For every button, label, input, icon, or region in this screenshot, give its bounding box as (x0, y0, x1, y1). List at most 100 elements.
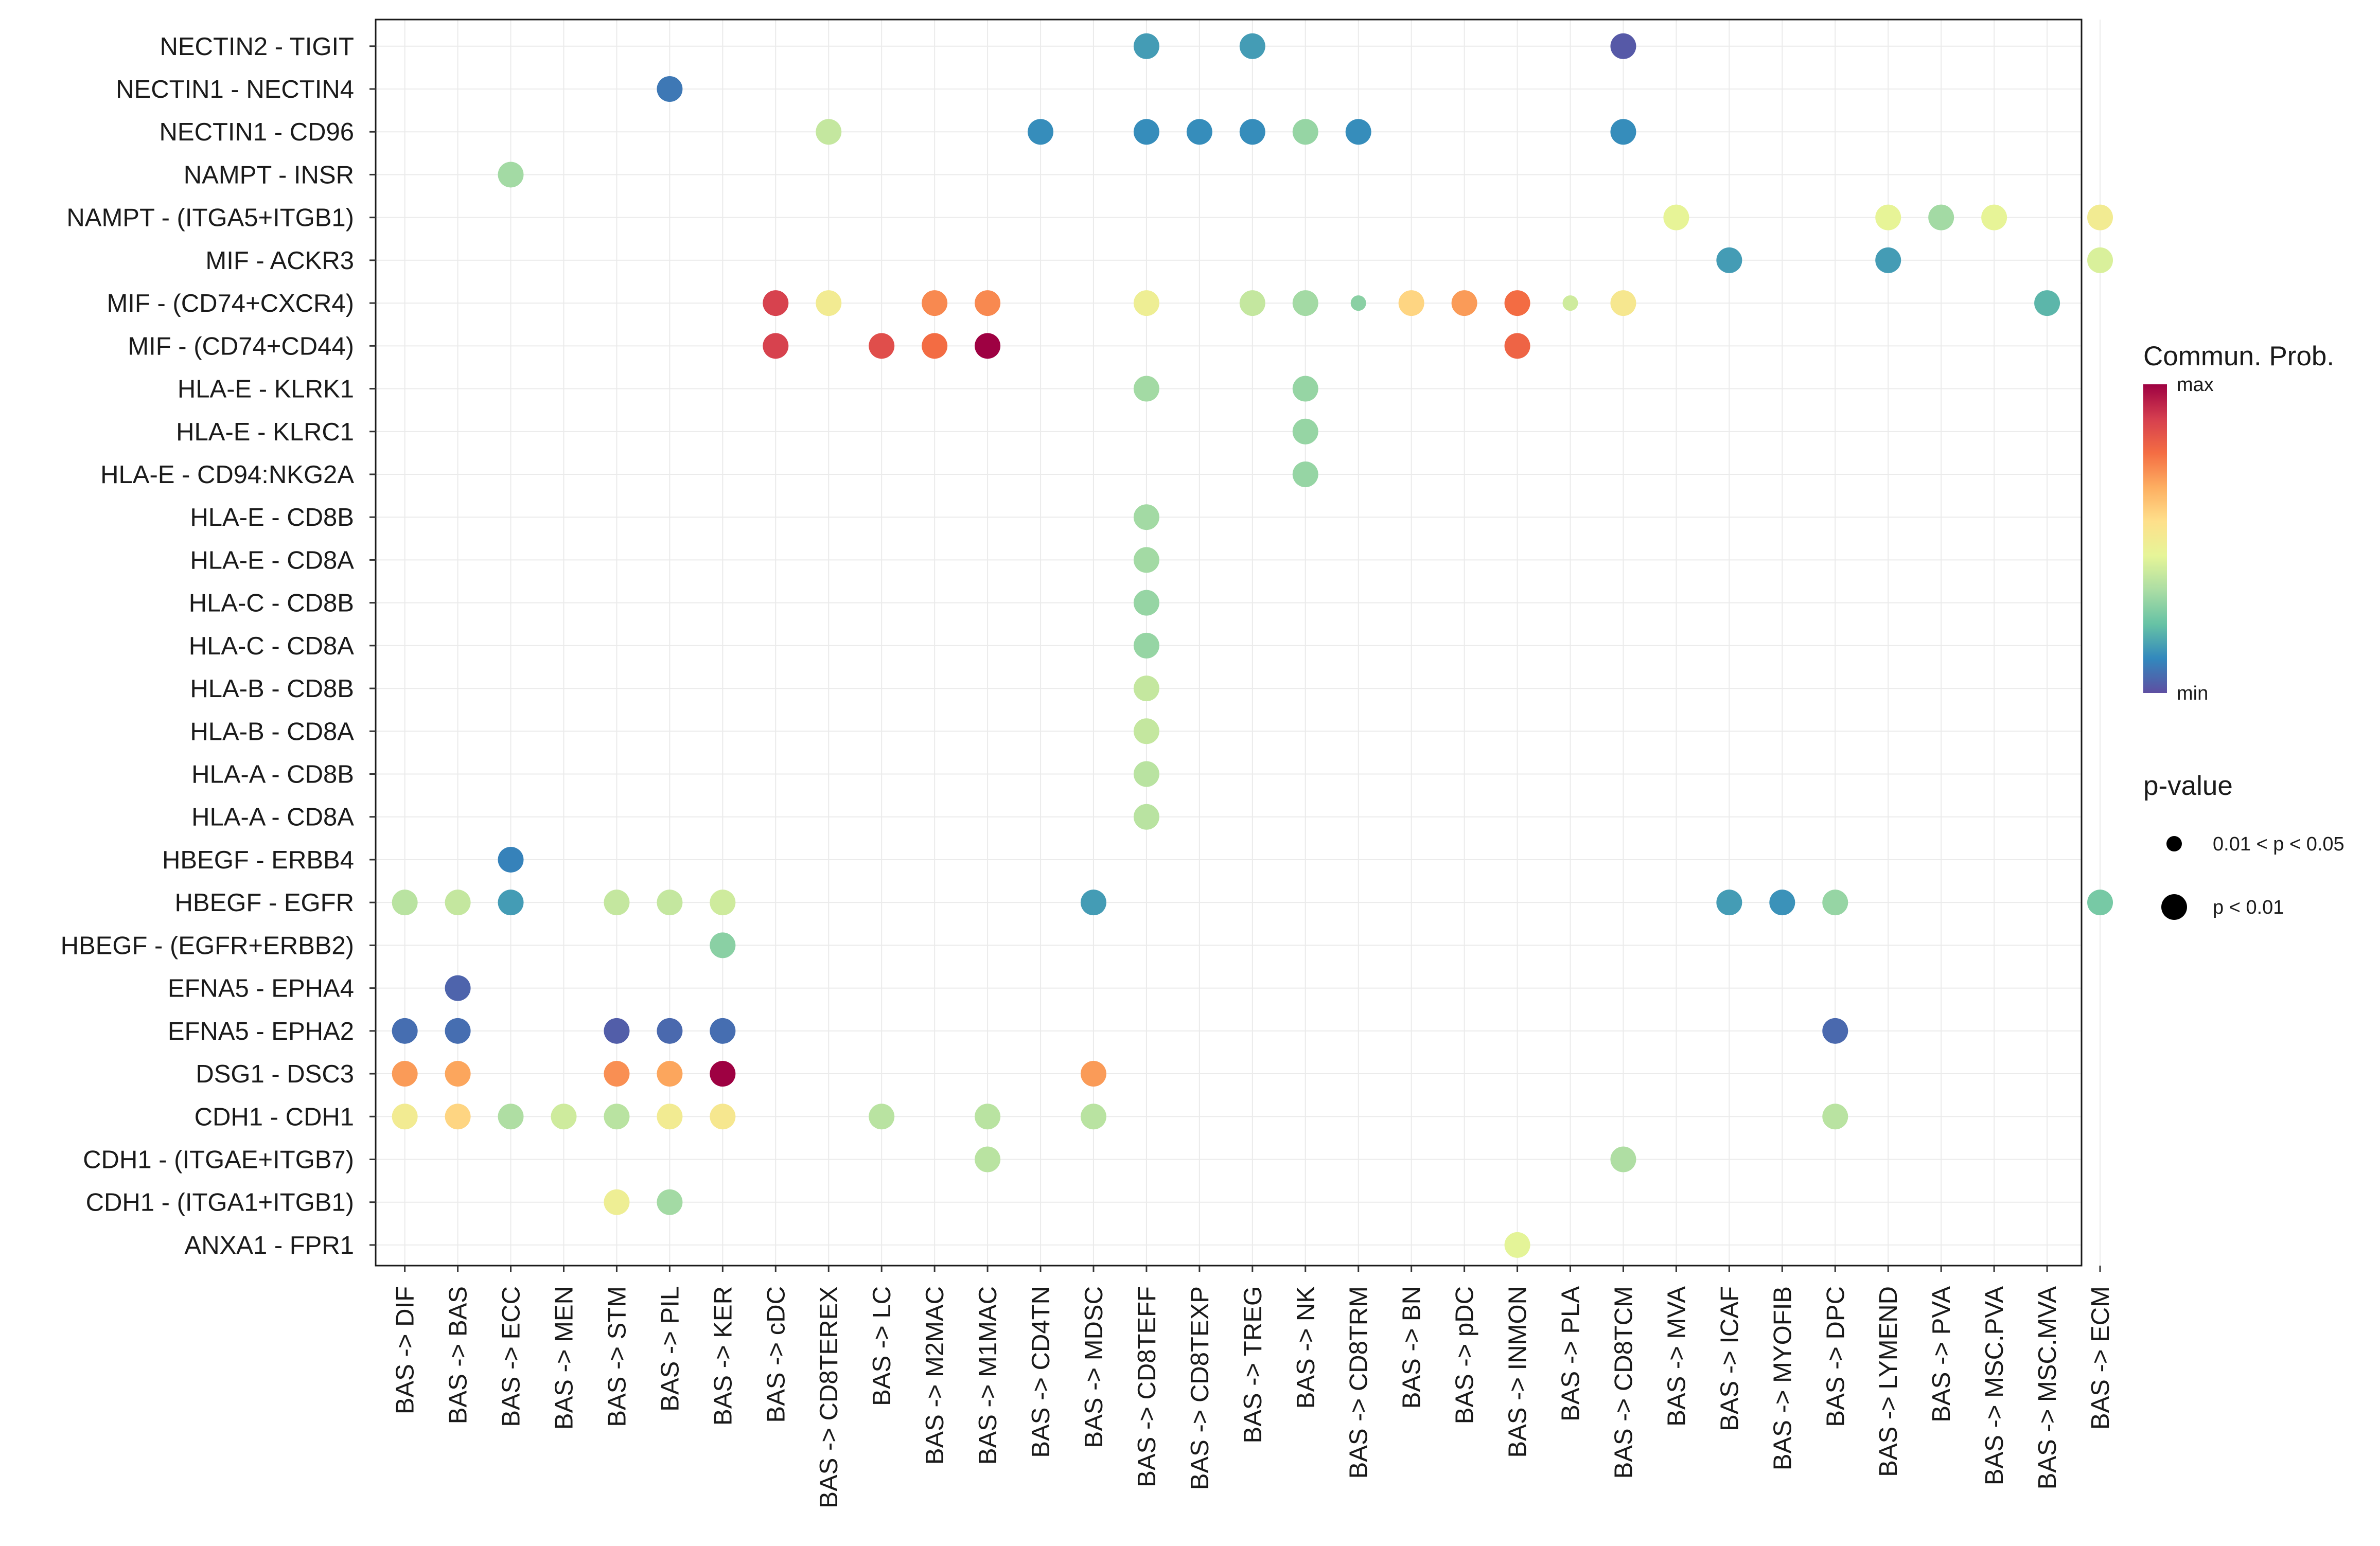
size-legend-small-dot (2166, 836, 2182, 851)
x-tick-label: BAS -> LYMEND (1875, 1286, 1902, 1477)
data-point (604, 890, 630, 916)
data-point (922, 333, 948, 359)
y-tick-label: HLA-E - KLRK1 (178, 376, 354, 403)
y-tick-label: DSG1 - DSC3 (196, 1060, 354, 1088)
data-point (1133, 547, 1159, 573)
data-point (657, 1189, 683, 1215)
x-tick-label: BAS -> LC (868, 1286, 896, 1406)
data-point (1133, 376, 1159, 402)
y-tick-label: HBEGF - EGFR (175, 889, 354, 917)
data-point (2034, 290, 2060, 316)
y-tick-label: HLA-E - CD94:NKG2A (100, 461, 354, 489)
data-point (975, 1146, 1001, 1172)
data-point (392, 1061, 418, 1087)
x-tick-label: BAS -> DPC (1822, 1286, 1849, 1427)
data-point (604, 1189, 630, 1215)
data-point (975, 333, 1001, 359)
data-point (1504, 1232, 1530, 1258)
data-point (816, 119, 842, 145)
x-tick-label: BAS -> ICAF (1716, 1286, 1743, 1431)
y-tick-label: HLA-A - CD8B (191, 761, 354, 789)
data-point (710, 890, 736, 916)
y-tick-label: HBEGF - ERBB4 (162, 846, 354, 874)
y-tick-label: HLA-A - CD8A (191, 804, 354, 831)
data-point (1981, 204, 2007, 230)
data-point (604, 1061, 630, 1087)
data-point (1133, 718, 1159, 744)
data-point (1875, 247, 1901, 273)
color-legend-bar (2143, 384, 2167, 693)
data-point (1822, 1104, 1848, 1130)
data-point (657, 76, 683, 102)
y-tick-label: HLA-E - CD8A (190, 546, 354, 574)
data-point (710, 1018, 736, 1044)
data-point (1133, 761, 1159, 787)
data-point (1504, 333, 1530, 359)
x-tick-label: BAS -> ECC (498, 1286, 525, 1427)
data-point (816, 290, 842, 316)
x-tick-label: BAS -> CD8TCM (1610, 1286, 1637, 1479)
y-tick-label: EFNA5 - EPHA4 (168, 975, 354, 1003)
data-point (763, 290, 789, 316)
data-point (445, 1018, 471, 1044)
data-point (1028, 119, 1054, 145)
size-legend-small-label: 0.01 < p < 0.05 (2213, 833, 2344, 855)
data-point (657, 1061, 683, 1087)
data-point (1239, 119, 1265, 145)
y-tick-label: HLA-E - CD8B (190, 504, 354, 531)
y-tick-label: HBEGF - (EGFR+ERBB2) (61, 932, 354, 959)
grid-lines (376, 20, 2101, 1266)
x-tick-label: BAS -> BN (1398, 1286, 1426, 1409)
y-tick-label: MIF - ACKR3 (205, 247, 354, 275)
x-tick-label: BAS -> STM (603, 1286, 631, 1427)
y-tick-label: CDH1 - (ITGAE+ITGB7) (83, 1146, 354, 1174)
x-tick-label: BAS -> MDSC (1080, 1286, 1108, 1448)
data-point (2087, 204, 2113, 230)
x-axis-labels: BAS -> DIF BAS -> BAS BAS -> ECC BAS -> MEN… (392, 1266, 2114, 1508)
data-point (1451, 290, 1477, 316)
x-tick-label: BAS -> CD4TN (1027, 1286, 1055, 1458)
y-tick-label: ANXA1 - FPR1 (185, 1232, 354, 1259)
data-point (1186, 119, 1212, 145)
data-point (710, 932, 736, 958)
data-point (657, 1018, 683, 1044)
data-point (1610, 1146, 1636, 1172)
y-tick-label: HLA-E - KLRC1 (176, 418, 354, 446)
data-point (1663, 204, 1689, 230)
data-point (1398, 290, 1424, 316)
data-point (1769, 890, 1795, 916)
data-point (1133, 804, 1159, 830)
x-tick-label: BAS -> M2MAC (921, 1286, 949, 1465)
data-point (498, 162, 524, 188)
data-point (1080, 1061, 1106, 1087)
y-tick-label: HLA-B - CD8B (190, 675, 354, 703)
x-tick-label: BAS -> INMON (1504, 1286, 1532, 1458)
data-point (445, 890, 471, 916)
x-tick-label: BAS -> ECM (2087, 1286, 2114, 1430)
data-point (604, 1104, 630, 1130)
x-tick-label: BAS -> M1MAC (974, 1286, 1002, 1465)
x-tick-label: BAS -> MEN (550, 1286, 578, 1430)
data-point (869, 333, 895, 359)
y-tick-label: EFNA5 - EPHA2 (168, 1018, 354, 1045)
size-legend: p-value 0.01 < p < 0.05 p < 0.01 (2143, 771, 2344, 920)
x-tick-label: BAS -> PVA (1928, 1286, 1955, 1423)
data-point (1292, 461, 1318, 487)
data-point (551, 1104, 577, 1130)
x-tick-label: BAS -> PIL (656, 1286, 684, 1412)
data-point (975, 290, 1001, 316)
data-point (1822, 890, 1848, 916)
x-tick-label: BAS -> MVA (1663, 1286, 1690, 1427)
data-point (975, 1104, 1001, 1130)
data-point (1239, 290, 1265, 316)
y-axis-labels: NECTIN2 - TIGIT NECTIN1 - NECTIN4 NECTIN1 … (61, 33, 376, 1259)
y-tick-label: NECTIN2 - TIGIT (160, 33, 354, 61)
size-legend-large-dot (2161, 894, 2187, 920)
data-point (392, 1018, 418, 1044)
data-point (1133, 676, 1159, 702)
x-tick-label: BAS -> MYOFIB (1769, 1286, 1796, 1470)
y-tick-label: NAMPT - INSR (184, 161, 354, 189)
data-point (657, 890, 683, 916)
data-point (710, 1104, 736, 1130)
data-point (1292, 119, 1318, 145)
